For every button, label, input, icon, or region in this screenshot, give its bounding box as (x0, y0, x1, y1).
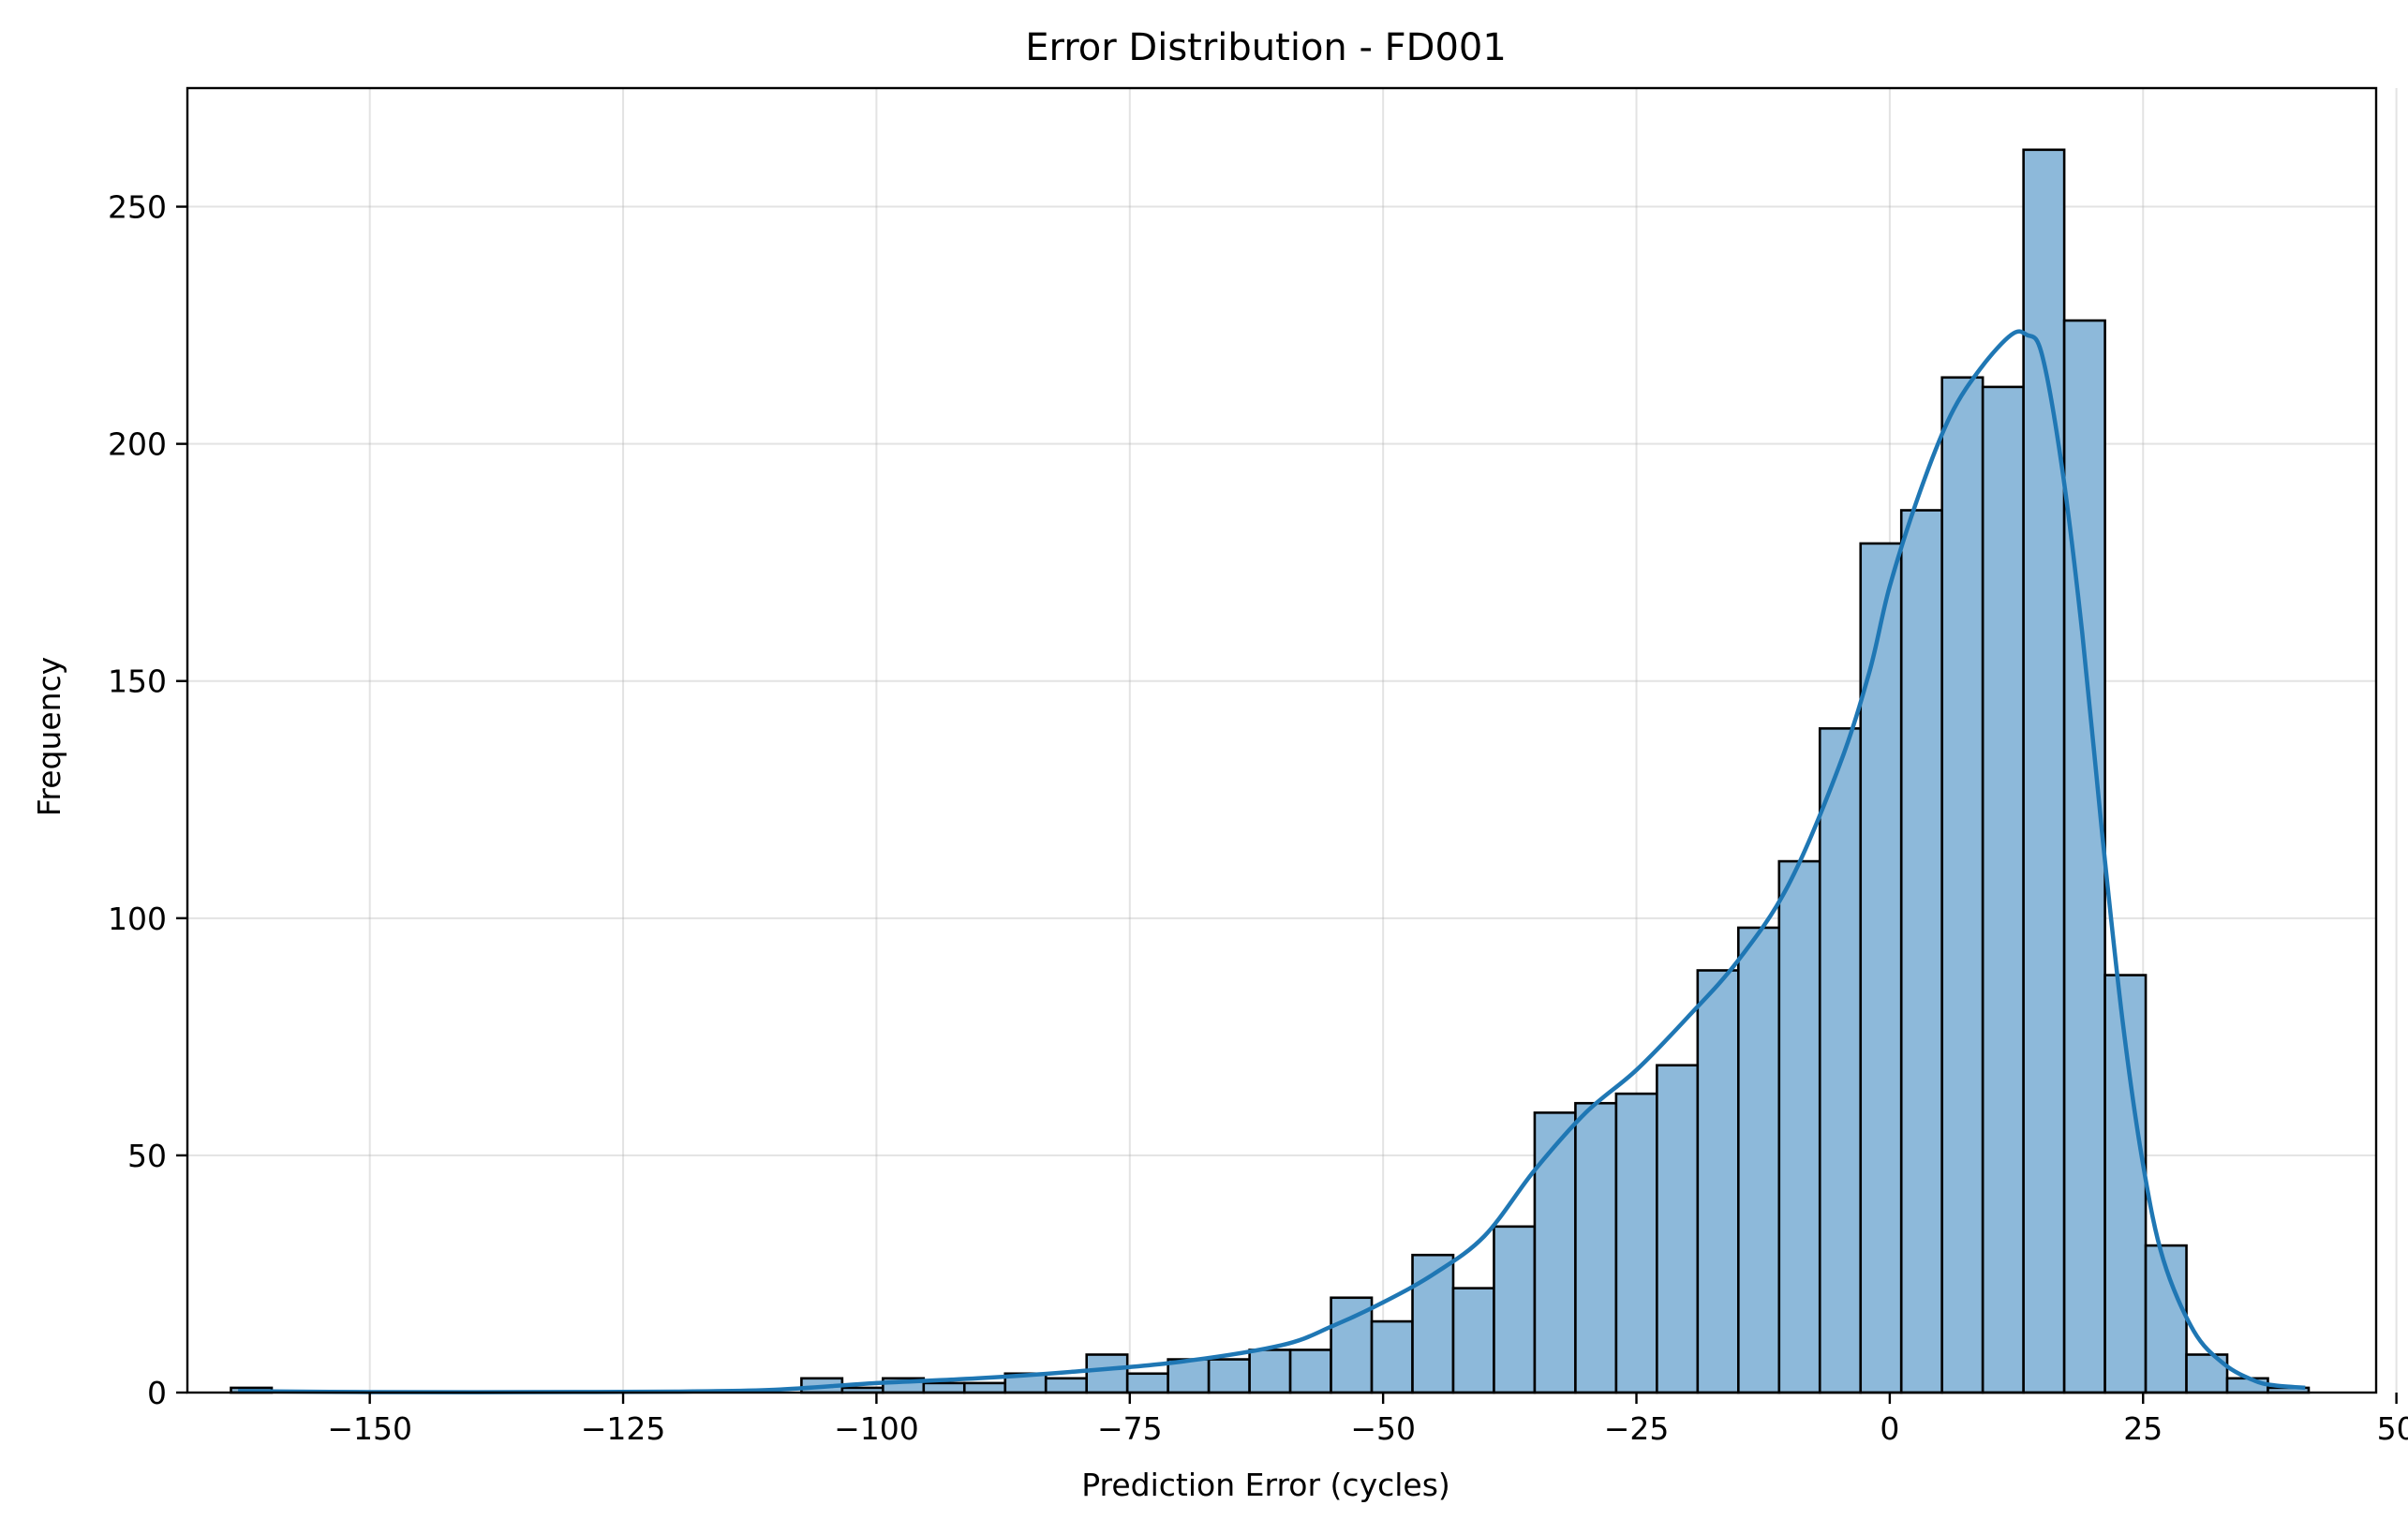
histogram-bar (1533, 1111, 1577, 1394)
histogram-bar (2062, 319, 2106, 1394)
chart-title: Error Distribution - FD001 (1025, 26, 1507, 69)
axes: −150 −125 −100 −75 −50 −25 0 25 50 0 50 100 150 200 25… (108, 86, 2408, 1447)
histogram-bar (1737, 926, 1781, 1394)
histogram-bar (1451, 1287, 1495, 1394)
histogram-bar (1493, 1225, 1537, 1394)
x-tick-label: 50 (2377, 1410, 2408, 1447)
histogram-bar (1614, 1092, 1658, 1394)
plot-frame (186, 86, 2378, 1394)
x-tick-label: −25 (1604, 1410, 1670, 1447)
kde-curve (238, 329, 2306, 1394)
y-tick-label: 100 (108, 901, 167, 937)
x-tick-label: −150 (327, 1410, 412, 1447)
histogram-bar (1777, 859, 1821, 1394)
histogram-bar (1207, 1358, 1251, 1394)
kde-layer (238, 329, 2306, 1394)
histogram-bar (1940, 376, 1984, 1394)
histogram-bar (1085, 1353, 1129, 1394)
x-tick-label: −125 (581, 1410, 666, 1447)
histogram-bar (1411, 1253, 1455, 1394)
y-tick-label: 250 (108, 189, 167, 226)
x-tick-label: −100 (834, 1410, 919, 1447)
histogram-bar (1899, 509, 1943, 1394)
y-axis-label: Frequency (31, 657, 67, 816)
histogram-bar (1370, 1319, 1414, 1394)
histogram-bar (962, 1381, 1007, 1394)
histogram-bar (1981, 385, 2025, 1394)
y-tick-label: 0 (147, 1375, 167, 1411)
histogram-bar (1656, 1064, 1700, 1394)
x-tick-label: −50 (1350, 1410, 1416, 1447)
histogram-bar (922, 1381, 966, 1394)
x-axis-label: Prediction Error (cycles) (1081, 1467, 1450, 1503)
y-tick-label: 150 (108, 663, 167, 700)
x-tick-label: 0 (1880, 1410, 1899, 1447)
histogram-bar (1818, 727, 1863, 1394)
histogram-bar (1859, 542, 1903, 1394)
histogram-bar (1288, 1349, 1332, 1394)
histogram-bar (1574, 1101, 1618, 1394)
y-tick-label: 200 (108, 426, 167, 463)
histogram-bar (1248, 1349, 1292, 1394)
x-tick-label: 25 (2123, 1410, 2163, 1447)
histogram-bar (2225, 1377, 2269, 1394)
histogram-bar (1696, 969, 1740, 1394)
histogram-bar (1125, 1372, 1169, 1394)
y-tick-label: 50 (127, 1138, 167, 1174)
histogram-bars (230, 148, 2311, 1394)
x-tick-label: −75 (1097, 1410, 1163, 1447)
histogram-bar (1044, 1377, 1089, 1394)
